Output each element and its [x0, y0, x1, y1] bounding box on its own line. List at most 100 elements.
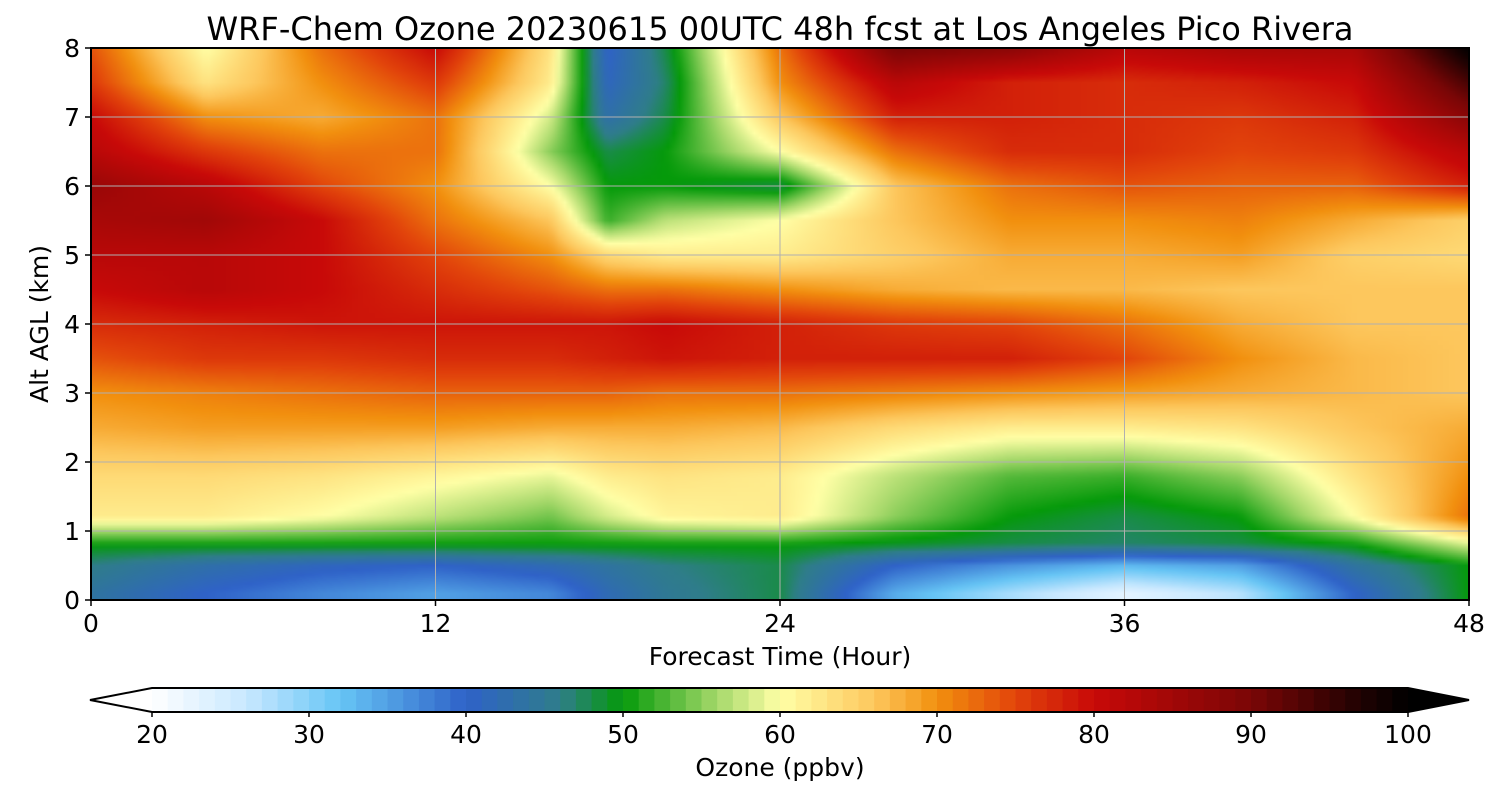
- y-axis-ticks: 0 1 2 3 4 5 6 7 8: [64, 34, 91, 615]
- colorbar-segment: [654, 688, 671, 712]
- colorbar-segment: [717, 688, 734, 712]
- colorbar-segment: [309, 688, 326, 712]
- colorbar-segment: [952, 688, 969, 712]
- colorbar-segment: [513, 688, 530, 712]
- colorbar-segment: [356, 688, 373, 712]
- colorbar-segment: [1266, 688, 1283, 712]
- colorbar-segment: [1125, 688, 1142, 712]
- y-tick-label: 2: [64, 448, 80, 477]
- colorbar-label: Ozone (ppbv): [695, 753, 864, 782]
- colorbar-segment: [575, 688, 593, 712]
- colorbar-segment: [1046, 688, 1064, 712]
- y-tick-label: 6: [64, 172, 80, 201]
- colorbar-segment: [1392, 688, 1409, 712]
- colorbar-tick-label: 60: [764, 720, 796, 749]
- colorbar-segment: [1345, 688, 1362, 712]
- colorbar-segment: [874, 688, 891, 712]
- colorbar-segment: [1188, 688, 1205, 712]
- colorbar-segment: [1313, 688, 1331, 712]
- colorbar-segment: [623, 688, 640, 712]
- y-tick-label: 8: [64, 34, 80, 63]
- colorbar-segment: [732, 688, 750, 712]
- grid-lines: [91, 48, 1469, 600]
- y-axis-label: Alt AGL (km): [25, 245, 54, 403]
- colorbar-segment: [764, 688, 781, 712]
- colorbar-segment: [167, 688, 184, 712]
- colorbar-tick-label: 80: [1078, 720, 1110, 749]
- colorbar-segment: [450, 688, 467, 712]
- colorbar-segment: [387, 688, 404, 712]
- colorbar-segment: [1360, 688, 1378, 712]
- colorbar-tick-label: 30: [293, 720, 325, 749]
- x-axis-ticks: 0 12 24 36 48: [83, 600, 1485, 638]
- colorbar-segment: [340, 688, 357, 712]
- colorbar-segment: [1094, 688, 1111, 712]
- colorbar-high-arrow: [1408, 688, 1469, 712]
- colorbar-segment: [152, 688, 169, 712]
- colorbar-segment: [199, 688, 216, 712]
- colorbar-segment: [497, 688, 514, 712]
- colorbar-segment: [261, 688, 279, 712]
- colorbar-segment: [1015, 688, 1032, 712]
- x-tick-label: 24: [764, 609, 796, 638]
- colorbar-ticks: 20 30 40 50 60 70 80 90 100: [136, 712, 1432, 749]
- colorbar-segment: [748, 688, 765, 712]
- colorbar-segment: [481, 688, 498, 712]
- colorbar-segment: [701, 688, 718, 712]
- colorbar-segment: [921, 688, 938, 712]
- colorbar-segment: [1282, 688, 1299, 712]
- colorbar-segment: [324, 688, 341, 712]
- colorbar-segment: [1141, 688, 1158, 712]
- colorbar-segment: [544, 688, 561, 712]
- colorbar-segment: [1251, 688, 1268, 712]
- colorbar-segment: [246, 688, 263, 712]
- colorbar: [89, 687, 1470, 713]
- colorbar-segment: [670, 688, 687, 712]
- colorbar-segment: [858, 688, 875, 712]
- colorbar-segment: [1376, 688, 1393, 712]
- colorbar-segment: [827, 688, 844, 712]
- colorbar-segment: [293, 688, 310, 712]
- colorbar-segment: [889, 688, 907, 712]
- colorbar-tick-label: 90: [1235, 720, 1267, 749]
- y-tick-label: 0: [64, 586, 80, 615]
- colorbar-segment: [1235, 688, 1252, 712]
- colorbar-segment: [560, 688, 577, 712]
- colorbar-segment: [371, 688, 389, 712]
- colorbar-segment: [418, 688, 436, 712]
- colorbar-segment: [685, 688, 703, 712]
- y-tick-label: 7: [64, 103, 80, 132]
- colorbar-segment: [528, 688, 546, 712]
- colorbar-segment: [780, 688, 797, 712]
- x-axis-label: Forecast Time (Hour): [649, 642, 912, 671]
- y-tick-label: 4: [64, 310, 80, 339]
- colorbar-segment: [1078, 688, 1095, 712]
- colorbar-tick-label: 40: [450, 720, 482, 749]
- colorbar-segment: [1031, 688, 1048, 712]
- x-tick-label: 36: [1109, 609, 1141, 638]
- chart-title: WRF-Chem Ozone 20230615 00UTC 48h fcst a…: [207, 10, 1354, 48]
- colorbar-tick-label: 100: [1384, 720, 1432, 749]
- colorbar-low-arrow: [90, 688, 152, 712]
- y-tick-label: 5: [64, 241, 80, 270]
- colorbar-segment: [937, 688, 954, 712]
- colorbar-segment: [591, 688, 608, 712]
- colorbar-tick-label: 20: [136, 720, 168, 749]
- y-tick-label: 1: [64, 517, 80, 546]
- colorbar-segment: [1109, 688, 1126, 712]
- colorbar-segment: [795, 688, 812, 712]
- x-tick-label: 48: [1453, 609, 1485, 638]
- colorbar-segment: [1219, 688, 1236, 712]
- colorbar-segment: [214, 688, 232, 712]
- colorbar-segment: [434, 688, 451, 712]
- colorbar-segment: [1298, 688, 1315, 712]
- colorbar-segment: [230, 688, 247, 712]
- colorbar-segment: [183, 688, 200, 712]
- y-tick-label: 3: [64, 379, 80, 408]
- colorbar-segment: [811, 688, 828, 712]
- colorbar-segment: [277, 688, 294, 712]
- colorbar-segment: [607, 688, 624, 712]
- colorbar-segment: [1156, 688, 1174, 712]
- colorbar-tick-label: 70: [921, 720, 953, 749]
